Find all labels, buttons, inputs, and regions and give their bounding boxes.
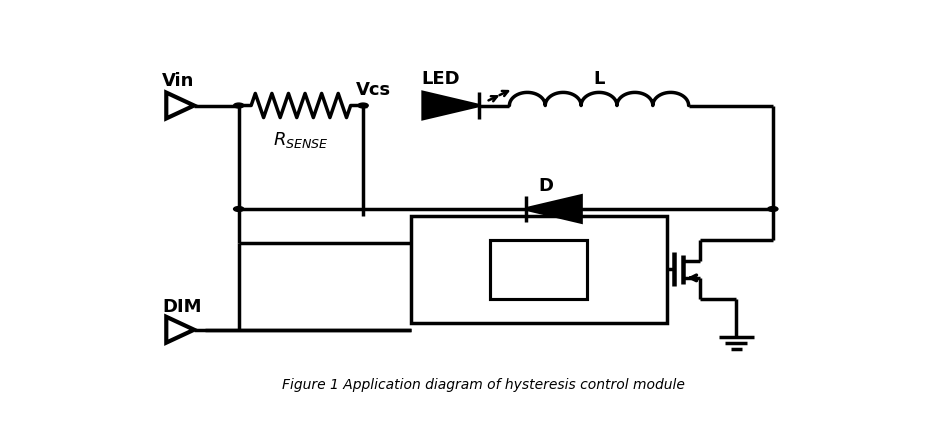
Text: Vin: Vin [162,72,194,90]
Circle shape [233,103,244,108]
Text: $R_{SENSE}$: $R_{SENSE}$ [273,129,329,150]
Text: LED: LED [422,70,461,88]
Text: Figure 1 Application diagram of hysteresis control module: Figure 1 Application diagram of hysteres… [282,378,685,392]
Polygon shape [423,92,479,119]
Text: L: L [594,70,605,88]
Text: Vcs: Vcs [356,81,391,99]
Circle shape [233,207,244,211]
Circle shape [358,103,368,108]
Polygon shape [526,196,582,222]
Text: D: D [538,177,553,195]
Circle shape [767,207,778,211]
Text: DIM: DIM [162,298,201,316]
Bar [411,216,666,323]
Bar [490,240,587,299]
